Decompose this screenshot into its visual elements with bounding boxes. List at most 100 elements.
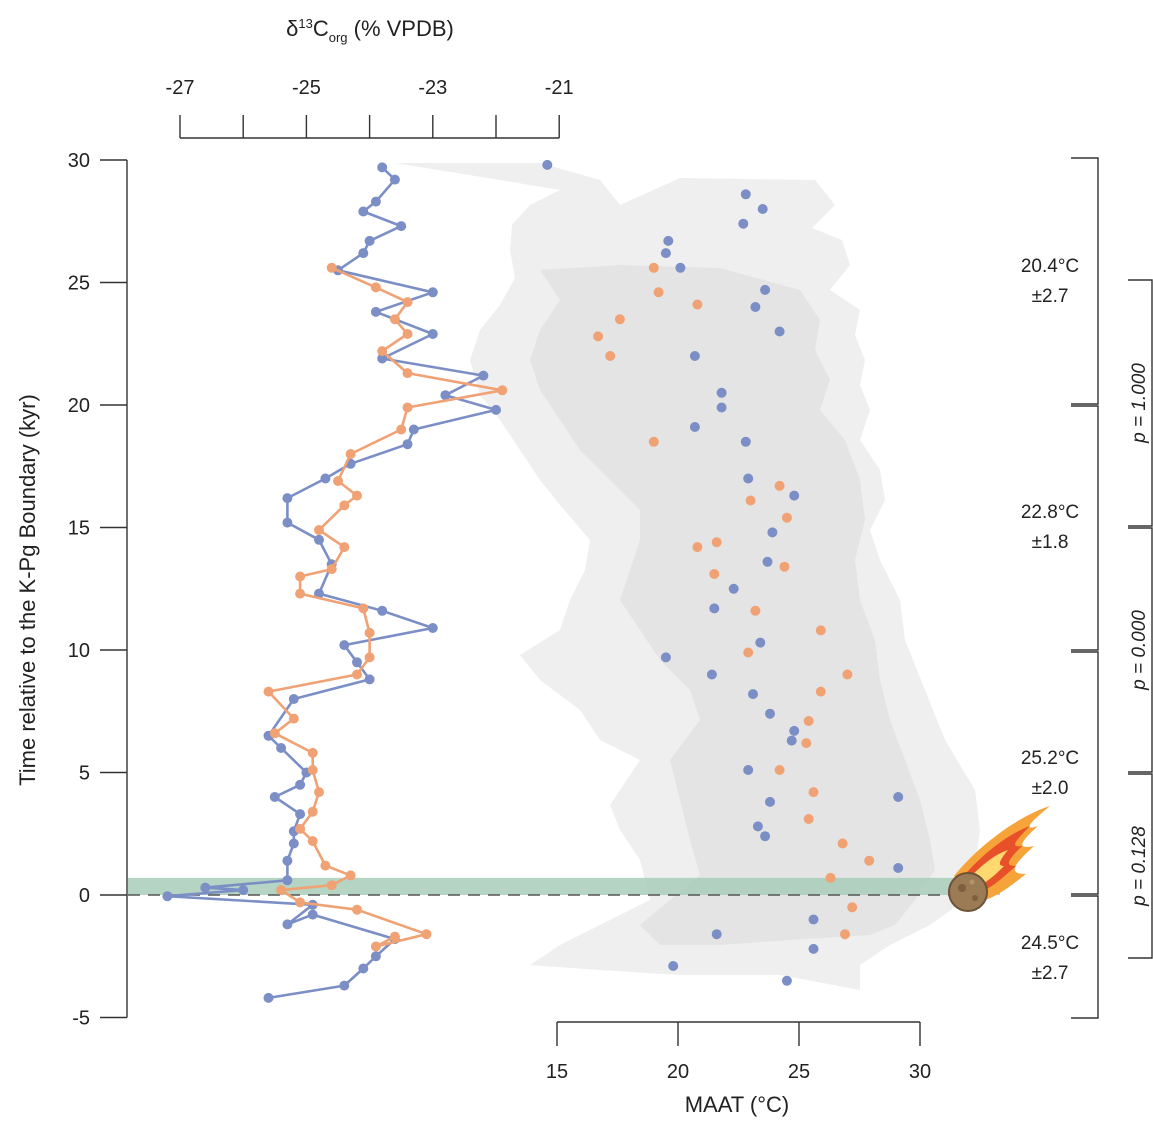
data-point — [320, 473, 331, 484]
y-tick-label: 10 — [68, 640, 90, 662]
data-point — [675, 262, 686, 273]
data-point — [689, 422, 700, 432]
data-point — [377, 346, 388, 357]
data-point — [339, 500, 350, 511]
y-axis-left: -5 0 5 10 15 20 25 30 — [68, 150, 128, 1030]
data-point — [781, 512, 792, 523]
top-tick-label: -25 — [292, 77, 321, 99]
data-point — [774, 480, 785, 491]
data-point — [750, 302, 761, 312]
bottom-tick-label: 25 — [788, 1061, 810, 1083]
data-point — [263, 992, 274, 1003]
data-point — [478, 370, 489, 381]
data-point — [593, 331, 604, 342]
bottom-tick-label: 30 — [909, 1061, 931, 1083]
data-point — [893, 863, 904, 873]
data-point — [692, 542, 703, 553]
data-point — [364, 652, 375, 663]
data-point — [837, 838, 848, 849]
data-point — [295, 823, 306, 834]
data-point — [238, 885, 249, 896]
data-point — [352, 490, 362, 501]
data-point — [339, 980, 350, 991]
data-point — [295, 588, 306, 599]
bracket-p-2 — [1128, 527, 1153, 773]
data-point — [648, 262, 659, 273]
top-tick-label: -21 — [545, 77, 574, 99]
data-point — [847, 902, 858, 913]
data-point — [307, 836, 318, 847]
data-point — [396, 424, 407, 435]
data-point — [370, 941, 381, 952]
interval-3-mean: 25.2°C — [1021, 748, 1079, 769]
meteor-rock — [948, 872, 988, 912]
data-point — [370, 951, 381, 962]
data-point — [421, 929, 432, 940]
y-tick-label: 0 — [79, 885, 90, 907]
series-layer — [162, 159, 904, 1003]
data-point — [263, 686, 274, 697]
data-point — [789, 725, 800, 736]
data-point — [752, 821, 763, 832]
data-point — [389, 931, 400, 942]
data-point — [774, 765, 785, 775]
data-point — [743, 647, 754, 658]
data-point — [605, 351, 616, 361]
data-point — [427, 329, 438, 339]
data-point — [162, 891, 173, 902]
data-point — [339, 542, 350, 553]
bracket-p-1 — [1128, 279, 1153, 527]
data-point — [760, 831, 771, 842]
data-point — [491, 404, 501, 415]
data-point — [402, 439, 413, 450]
series-line — [166, 166, 498, 1000]
interval-2-mean: 22.8°C — [1021, 502, 1079, 523]
data-point — [282, 493, 293, 504]
y-tick-label: 25 — [68, 273, 90, 295]
data-point — [396, 221, 407, 232]
bracket-interval-1 — [1071, 157, 1099, 405]
data-point — [377, 353, 388, 364]
data-point — [364, 627, 375, 638]
data-point — [709, 569, 720, 579]
data-point — [352, 669, 362, 680]
data-point — [389, 314, 400, 325]
data-point — [402, 297, 413, 308]
data-point — [774, 326, 785, 337]
data-point — [801, 738, 812, 749]
data-point — [408, 424, 419, 435]
data-point — [276, 743, 287, 753]
data-point — [276, 885, 287, 896]
y-tick-label: 20 — [68, 395, 90, 417]
data-point — [648, 436, 659, 447]
interval-1-sd: ±2.7 — [1032, 286, 1069, 307]
data-point — [326, 880, 337, 891]
data-point — [716, 402, 727, 413]
data-point — [808, 943, 819, 954]
data-point — [757, 204, 768, 214]
data-point — [326, 262, 337, 273]
data-point — [377, 162, 388, 173]
meteor-crater-1 — [958, 884, 966, 892]
data-point — [333, 476, 343, 486]
data-point — [748, 689, 758, 700]
data-point — [427, 287, 438, 298]
x-axis-top-d13c: -27 -25 -23 -21 — [166, 77, 574, 139]
data-point — [803, 716, 814, 726]
bottom-axis-title: MAAT (°C) — [685, 1092, 790, 1117]
data-point — [864, 855, 875, 866]
p-value-1: p = 1.000 — [1129, 363, 1150, 444]
data-point — [653, 287, 664, 298]
top-axis-title-letter: C — [313, 16, 329, 41]
data-point — [614, 314, 625, 325]
data-point — [767, 527, 778, 538]
interval-1-mean: 20.4°C — [1021, 256, 1079, 277]
top-axis-title-superscript: 13 — [298, 16, 312, 31]
data-point — [282, 919, 293, 930]
y-axis-title: Time relative to the K-Pg Boundary (kyr) — [15, 394, 40, 786]
data-point — [760, 284, 771, 295]
meteor-crater-3 — [969, 879, 975, 885]
data-point — [345, 449, 356, 459]
data-point — [295, 897, 306, 908]
data-point — [706, 669, 717, 680]
